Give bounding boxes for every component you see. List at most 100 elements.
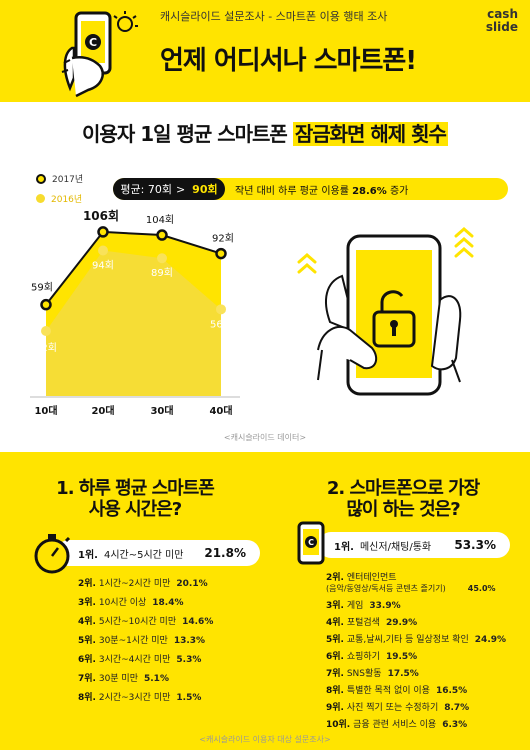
q1-rank-number: 6위. (78, 655, 96, 665)
section1-title-plain: 이용자 1일 평균 스마트폰 (82, 122, 293, 146)
q1-rank-item: 5위. 30분~1시간 미만 13.3% (78, 633, 205, 646)
q2-rank-pct: 8.7% (444, 703, 470, 713)
q2-rank-item: 8위. 특별한 목적 없이 이용 16.5% (326, 683, 467, 696)
marker-2016 (216, 304, 226, 315)
average-old: 평균: 70회 (120, 183, 172, 196)
q2-rank-item: 6위. 쇼핑하기 19.5% (326, 649, 417, 662)
q2-rank2-label2: (음악/동영상/독서등 콘텐츠 즐기기) 45.0% (326, 584, 496, 593)
section1-title-highlight: 잠금화면 해제 횟수 (292, 122, 448, 146)
q1-rank-item: 7위. 30분 미만 5.1% (78, 671, 169, 684)
average-pill: 평균: 70회 > 90회 작년 대비 하루 평균 이용률 28.6% 증가 (113, 178, 508, 200)
q2-rank-pct: 29.9% (385, 618, 418, 628)
q2-rank-number: 4위. (326, 618, 344, 628)
q1-rank-pct: 1.5% (176, 693, 202, 703)
x-tick-label: 10대 (34, 404, 57, 417)
legend-label-2016: 2016년 (51, 195, 83, 205)
q1-rank-pct: 5.3% (176, 655, 202, 665)
q2-rank-label: 특별한 목적 없이 이용 (346, 686, 430, 696)
q1-rank-number: 4위. (78, 617, 96, 627)
average-badge: 평균: 70회 > 90회 (113, 178, 225, 200)
q1-rank1-label: 4시간~5시간 미만 (103, 549, 184, 561)
question1-title-line1: 1. 하루 평균 스마트폰 (56, 478, 215, 499)
q1-rank-number: 7위. (78, 674, 96, 684)
brand-logo-top: cash (487, 7, 518, 21)
q2-rank1-pct: 53.3% (454, 538, 496, 552)
phone-hand-icon: C (61, 11, 138, 98)
section1-title: 이용자 1일 평균 스마트폰 잠금화면 해제 횟수 (0, 118, 530, 147)
x-tick-label: 20대 (91, 404, 114, 417)
survey-source: <캐시슬라이드 이용자 대상 설문조사> (199, 735, 331, 744)
q2-rank2-label1: 엔터테인먼트 (346, 573, 397, 583)
smartphone-icon-letter: C (308, 538, 314, 547)
legend-item-2016: 2016년 (36, 192, 83, 205)
q1-rank-pct: 14.6% (182, 617, 214, 627)
q2-rank-label: 게임 (346, 601, 364, 611)
q2-rank-number: 10위. (326, 720, 351, 730)
q1-rank-label: 30분~1시간 미만 (98, 636, 168, 646)
chart-svg: 59회 106회 104회 92회 42회 94회 89회 56회 10대 20대 30대 40대 (30, 208, 474, 417)
question2-title-line2: 많이 하는 것은? (346, 499, 460, 520)
q1-rank1-pill: 1위. 4시간~5시간 미만 21.8% (56, 540, 260, 566)
q2-rank-label: 교통,날씨,기타 등 일상정보 확인 (346, 635, 469, 645)
q2-rank-pct: 19.5% (385, 652, 418, 662)
q2-rank-item: 5위. 교통,날씨,기타 등 일상정보 확인 24.9% (326, 632, 506, 645)
data-label-2016: 89회 (151, 267, 173, 279)
brand-logo-bottom: slide (485, 20, 518, 34)
q2-rank-pct: 6.3% (442, 720, 468, 730)
marker-2016 (41, 325, 51, 336)
question2-title-line1: 2. 스마트폰으로 가장 (326, 478, 480, 499)
q1-rank-label: 5시간~10시간 미만 (98, 617, 177, 627)
legend-dot-2017 (36, 173, 46, 184)
q2-rank-label: 쇼핑하기 (346, 652, 380, 662)
brand-logo: cash slide (486, 8, 518, 34)
q2-rank-pct: 16.5% (435, 686, 468, 696)
q2-rank-item: 9위. 사진 찍기 또는 수정하기 8.7% (326, 700, 469, 713)
marker-2017 (215, 247, 227, 260)
q1-rank-pct: 13.3% (173, 636, 206, 646)
average-message-post: 증가 (386, 186, 409, 197)
average-message-bold: 28.6% (352, 186, 387, 197)
average-message: 작년 대비 하루 평균 이용률 28.6% 증가 (235, 182, 408, 197)
data-label-2017: 106회 (83, 208, 119, 223)
header-banner: C 캐시슬라이드 설문조사 - 스마트폰 이용 행태 조사 언제 어디서나 스마… (0, 0, 530, 102)
stopwatch-icon (34, 534, 71, 574)
header-subtitle: 캐시슬라이드 설문조사 - 스마트폰 이용 행태 조사 (160, 10, 388, 23)
chart-legend: 2017년 2016년 (36, 172, 83, 212)
q2-rank-number: 6위. (326, 652, 344, 662)
q2-rank-pct: 24.9% (474, 635, 507, 645)
q2-rank-number: 9위. (326, 703, 344, 713)
q1-rank-pct: 5.1% (144, 674, 169, 684)
marker-2017 (40, 298, 52, 311)
q1-rank-number: 3위. (78, 598, 96, 608)
average-message-pre: 작년 대비 하루 평균 이용률 (235, 186, 353, 197)
q2-rank-item: 7위. SNS활동 17.5% (326, 666, 419, 679)
unlock-phone-illustration (297, 227, 474, 396)
q1-rank-number: 5위. (78, 636, 96, 646)
data-label-2017: 59회 (31, 282, 53, 294)
q1-rank-number: 2위. (78, 579, 96, 589)
q1-rank-number: 8위. (78, 693, 96, 703)
q1-rank-label: 10시간 이상 (98, 598, 147, 608)
q1-rank-pct: 20.1% (176, 579, 208, 589)
marker-2016 (98, 245, 108, 256)
marker-2017 (156, 229, 168, 241)
survey-section: 1. 하루 평균 스마트폰 사용 시간은? 1위. 4시간~5시간 미만 21.… (0, 452, 530, 750)
marker-2017 (97, 226, 109, 238)
q2-rank-label: 포털검색 (346, 618, 380, 628)
data-label-2017: 92회 (212, 233, 234, 245)
q1-rank-item: 2위. 1시간~2시간 미만 20.1% (78, 576, 208, 589)
data-label-2016: 42회 (35, 342, 57, 354)
x-tick-label: 40대 (209, 404, 232, 417)
q1-rank-label: 3시간~4시간 미만 (98, 655, 171, 665)
q2-rank-label: SNS활동 (346, 669, 382, 679)
q2-rank2-rank: 2위. (326, 573, 344, 583)
q2-rank1-rank: 1위. (334, 541, 354, 553)
q2-rank-label: 사진 찍기 또는 수정하기 (346, 703, 439, 713)
q2-rank-label: 금융 관련 서비스 이용 (353, 720, 437, 730)
q1-rank-item: 6위. 3시간~4시간 미만 5.3% (78, 652, 201, 665)
q1-rank-label: 2시간~3시간 미만 (98, 693, 171, 703)
q2-rank-number: 7위. (326, 669, 344, 679)
header-title: 언제 어디서나 스마트폰! (160, 46, 417, 76)
q2-rank-pct: 17.5% (387, 669, 419, 679)
